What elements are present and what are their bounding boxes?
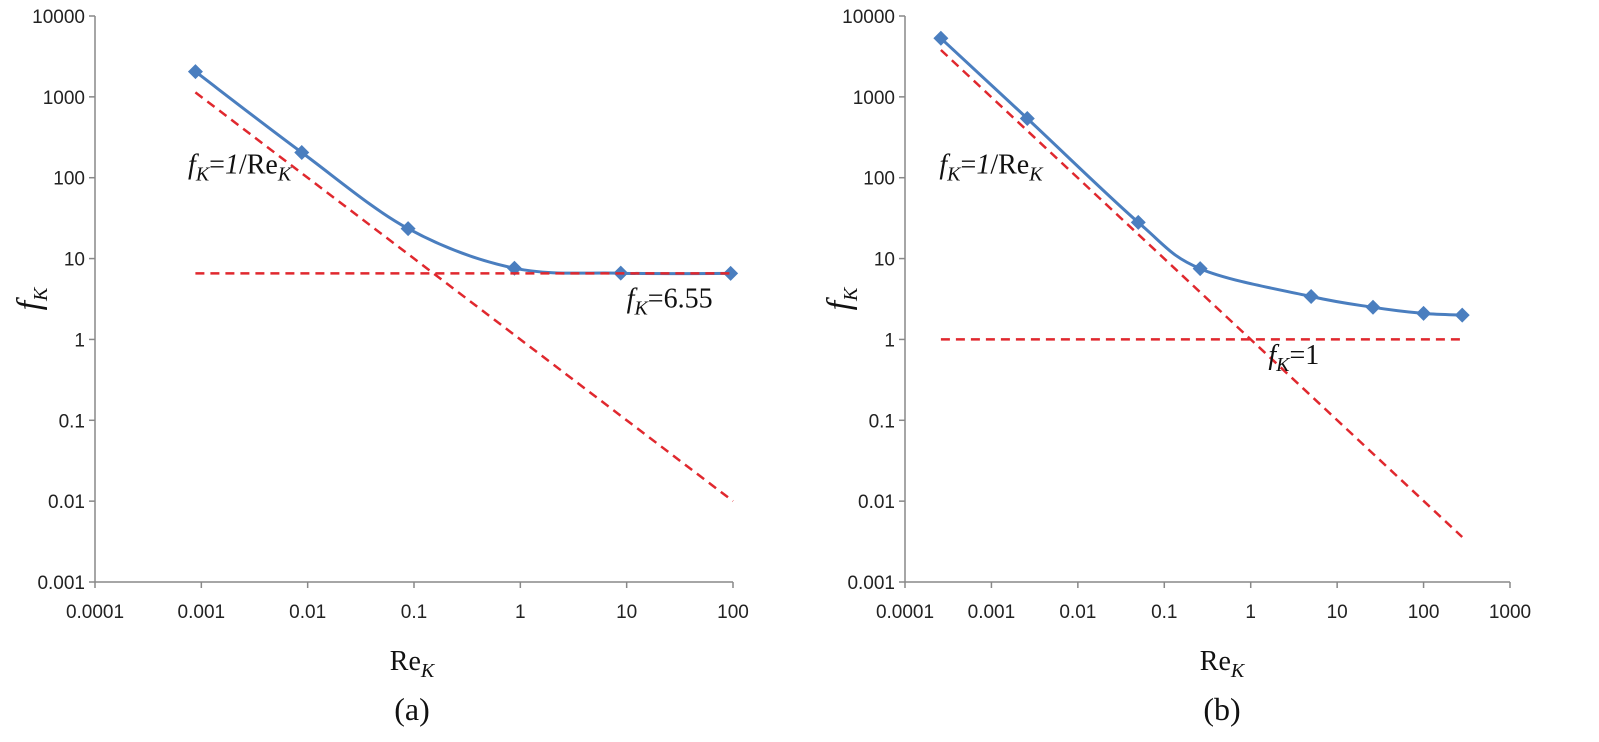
y-tick-label: 0.001 xyxy=(37,573,85,594)
x-axis-title: ReK xyxy=(390,646,436,682)
data-point-marker xyxy=(187,64,203,80)
y-tick-label: 10 xyxy=(64,250,85,271)
series-line xyxy=(194,70,731,276)
y-tick-label: 0.001 xyxy=(847,573,895,594)
annotation-label: fK=1/ReK xyxy=(188,150,293,186)
data-point-marker xyxy=(400,221,416,237)
x-tick-label: 1 xyxy=(1245,602,1256,623)
x-tick-label: 0.0001 xyxy=(876,602,934,623)
y-tick-label: 10 xyxy=(874,250,895,271)
data-point-marker xyxy=(1130,214,1146,230)
x-tick-label: 0.001 xyxy=(968,602,1016,623)
x-tick-label: 100 xyxy=(717,602,749,623)
chart-panel-a: 0.001 0.01 0.1 1 10 100 1000 10000 0.0001 0.001 0.… xyxy=(11,7,749,727)
x-axis-title: ReK xyxy=(1200,646,1246,682)
annotation-label: fK=1/ReK xyxy=(939,150,1044,186)
panel-label: (a) xyxy=(394,691,430,727)
data-point-marker xyxy=(933,30,949,46)
x-tick-label: 0.01 xyxy=(289,602,326,623)
chart-panel-b: 0.001 0.01 0.1 1 10 100 1000 10000 0.0001 0.001 0.… xyxy=(821,7,1531,727)
data-point-marker xyxy=(723,265,739,281)
data-point-marker xyxy=(1416,305,1432,321)
data-point-marker xyxy=(506,260,522,276)
data-point-marker xyxy=(1019,110,1035,126)
x-tick-label: 10 xyxy=(1327,602,1348,623)
y-tick-label: 0.1 xyxy=(869,411,895,432)
data-point-marker xyxy=(1454,307,1470,323)
dashed-reference-line xyxy=(194,91,734,503)
data-point-marker xyxy=(1365,299,1381,315)
y-tick-label: 10000 xyxy=(842,7,895,28)
data-point-marker xyxy=(1303,288,1319,304)
x-tick-label: 0.1 xyxy=(401,602,427,623)
y-tick-label: 0.01 xyxy=(48,492,85,513)
y-tick-label: 1 xyxy=(74,330,85,351)
y-tick-label: 10000 xyxy=(32,7,85,28)
y-axis-title: fK xyxy=(11,286,52,310)
x-tick-label: 0.01 xyxy=(1059,602,1096,623)
annotation-label: fK=6.55 xyxy=(627,283,713,319)
x-tick-label: 0.1 xyxy=(1151,602,1177,623)
x-tick-label: 1000 xyxy=(1489,602,1531,623)
panel-label: (b) xyxy=(1203,691,1240,727)
y-tick-label: 1000 xyxy=(853,88,895,109)
x-tick-label: 100 xyxy=(1408,602,1440,623)
y-tick-label: 100 xyxy=(863,169,895,190)
y-tick-label: 0.01 xyxy=(858,492,895,513)
x-tick-label: 10 xyxy=(616,602,637,623)
x-tick-label: 0.001 xyxy=(178,602,226,623)
data-point-marker xyxy=(1192,261,1208,277)
y-tick-label: 0.1 xyxy=(59,411,85,432)
y-axis-title: fK xyxy=(821,286,862,310)
y-tick-label: 1 xyxy=(884,330,895,351)
x-tick-label: 1 xyxy=(515,602,526,623)
y-tick-label: 100 xyxy=(53,169,85,190)
x-tick-label: 0.0001 xyxy=(66,602,124,623)
dashed-reference-line xyxy=(940,49,1464,538)
y-tick-label: 1000 xyxy=(43,88,85,109)
annotation-label: fK=1 xyxy=(1268,340,1319,376)
data-point-marker xyxy=(294,145,310,161)
